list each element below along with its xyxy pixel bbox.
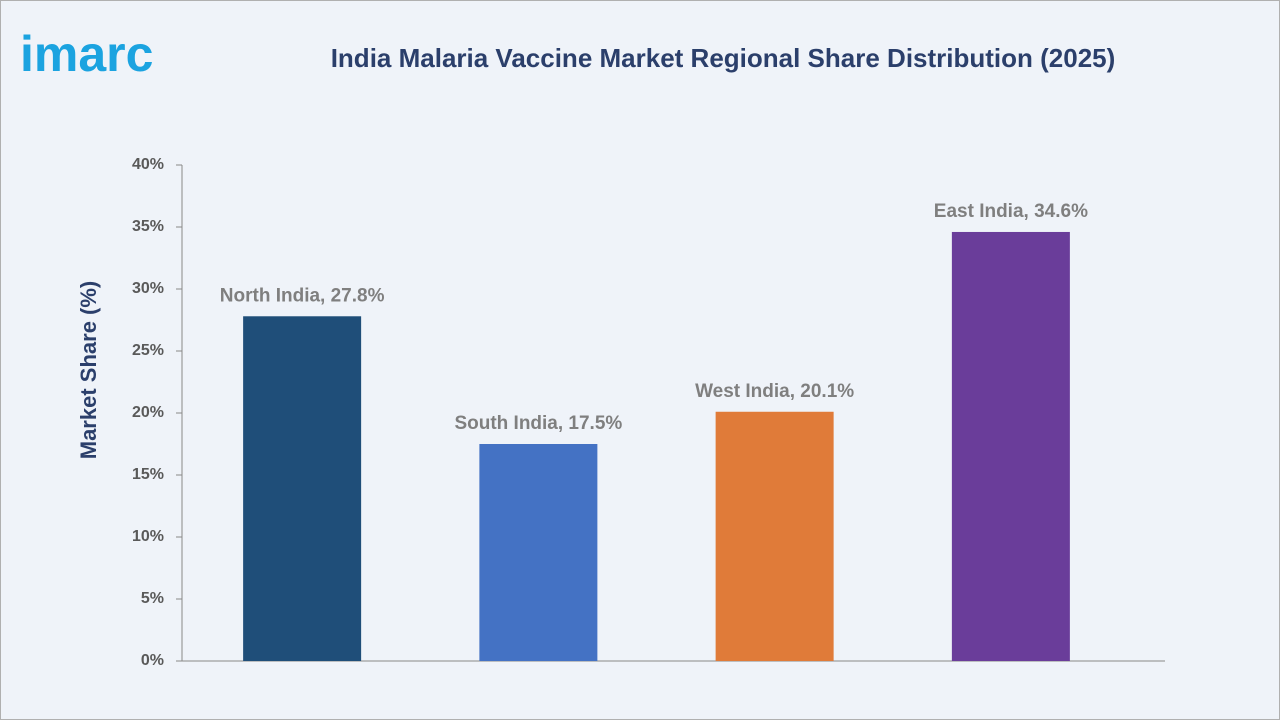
data-label: North India, 27.8% xyxy=(220,285,385,306)
bar xyxy=(951,231,1070,661)
logo: imarc xyxy=(20,26,153,82)
y-tick-label: 0% xyxy=(141,652,164,669)
y-axis-label: Market Share (%) xyxy=(76,281,101,460)
bar xyxy=(479,444,598,661)
data-label: West India, 20.1% xyxy=(695,381,854,402)
data-label: South India, 17.5% xyxy=(454,413,622,434)
y-tick-label: 25% xyxy=(132,342,164,359)
y-tick-label: 10% xyxy=(132,528,164,545)
y-tick-label: 35% xyxy=(132,218,164,235)
data-label: East India, 34.6% xyxy=(934,201,1088,222)
y-tick-label: 5% xyxy=(141,590,164,607)
bar xyxy=(715,411,834,661)
y-tick-label: 40% xyxy=(132,156,164,173)
y-tick-label: 15% xyxy=(132,466,164,483)
chart-title: India Malaria Vaccine Market Regional Sh… xyxy=(331,43,1116,73)
bar xyxy=(243,316,362,661)
y-tick-label: 20% xyxy=(132,404,164,421)
y-tick-label: 30% xyxy=(132,280,164,297)
